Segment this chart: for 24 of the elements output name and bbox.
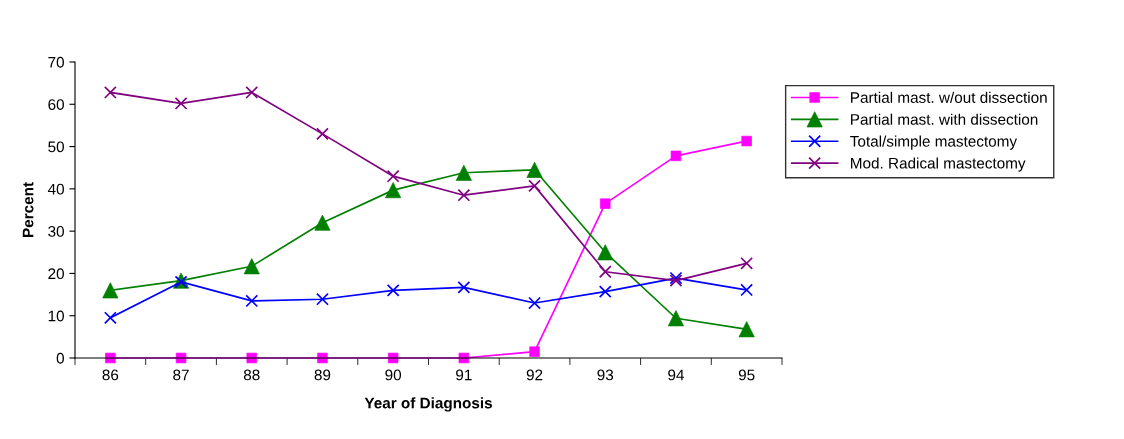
x-tick-label: 88 bbox=[243, 369, 260, 381]
y-tick-label: 60 bbox=[48, 99, 64, 110]
x-tick-label: 93 bbox=[597, 369, 614, 381]
x-axis-title: Year of Diagnosis bbox=[364, 397, 492, 412]
legend-label: Partial mast. w/out dissection bbox=[851, 91, 1047, 103]
y-tick-label: 0 bbox=[56, 352, 64, 364]
y-tick-label: 10 bbox=[48, 310, 64, 322]
y-axis-title: Percent bbox=[22, 182, 34, 237]
y-tick-label: 30 bbox=[48, 226, 64, 237]
x-tick-label: 95 bbox=[738, 369, 755, 381]
x-tick-label: 91 bbox=[456, 369, 472, 381]
x-tick-label: 86 bbox=[102, 369, 119, 381]
x-tick-label: 89 bbox=[314, 369, 331, 381]
x-tick-label: 90 bbox=[385, 369, 402, 381]
x-tick-label: 94 bbox=[668, 369, 684, 381]
legend-label: Total/simple mastectomy bbox=[850, 135, 1018, 150]
y-tick-label: 20 bbox=[48, 268, 64, 280]
y-tick-label: 40 bbox=[47, 183, 64, 195]
legend-label: Mod. Radical mastectomy bbox=[851, 157, 1026, 172]
y-tick-label: 50 bbox=[48, 141, 64, 153]
x-tick-label: 92 bbox=[526, 369, 543, 381]
x-tick-label: 87 bbox=[173, 369, 189, 381]
legend-label: Partial mast. with dissection bbox=[851, 113, 1038, 125]
y-tick-label: 70 bbox=[48, 56, 64, 68]
